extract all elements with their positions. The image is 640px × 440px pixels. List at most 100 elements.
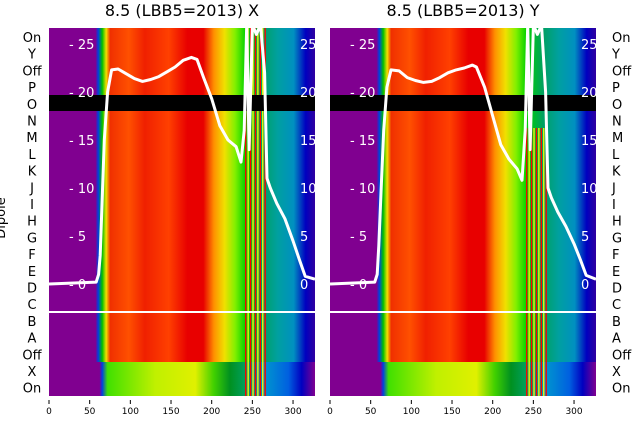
row-label: M — [26, 131, 37, 146]
row-label: Y — [611, 48, 620, 63]
xtick-label: 300 — [284, 407, 301, 417]
row-label: Y — [27, 48, 36, 63]
stripe-mark — [259, 28, 261, 396]
stripe-mark — [254, 28, 257, 396]
row-label: H — [27, 215, 37, 230]
xtick-label: 250 — [525, 407, 542, 417]
inner-ytick-label-right: 25 — [300, 38, 317, 53]
stripe-mark — [540, 128, 542, 396]
row-label: E — [28, 265, 36, 280]
xtick-label: 300 — [565, 407, 582, 417]
xtick-label: 150 — [162, 407, 179, 417]
row-label: H — [612, 215, 622, 230]
row-label: Off — [22, 348, 42, 363]
separator-line — [49, 311, 315, 313]
row-label: I — [30, 198, 34, 213]
xtick-label: 0 — [327, 407, 333, 417]
stripe-mark — [526, 128, 528, 396]
row-label: O — [27, 98, 37, 113]
xtick-label: 100 — [403, 407, 420, 417]
row-label: L — [28, 148, 36, 163]
inner-ytick-label: - 20 — [69, 86, 94, 101]
inner-ytick-label: - 5 — [350, 230, 367, 245]
row-label: D — [27, 282, 37, 297]
xtick-label: 200 — [203, 407, 220, 417]
xtick-label: 50 — [84, 407, 96, 417]
row-label: X — [612, 365, 621, 380]
row-label: A — [28, 332, 37, 347]
stripe-mark — [530, 128, 533, 396]
panel-title: 8.5 (LBB5=2013) Y — [386, 1, 539, 20]
row-label: K — [28, 165, 37, 180]
stripe-mark — [245, 28, 247, 396]
row-label: Off — [22, 64, 42, 79]
row-label: C — [612, 298, 621, 313]
heatmap-upper — [49, 28, 315, 362]
inner-ytick-label: - 20 — [350, 86, 375, 101]
row-label: E — [612, 265, 620, 280]
row-label: F — [28, 248, 35, 263]
xtick-label: 150 — [443, 407, 460, 417]
inner-ytick-label: - 15 — [350, 134, 375, 149]
stripe-mark — [545, 128, 547, 396]
inner-ytick-label-right: 10 — [300, 182, 317, 197]
xtick-label: 0 — [46, 407, 52, 417]
stripe-mark — [262, 28, 264, 396]
stripe-mark — [264, 28, 266, 396]
stripe-mark — [543, 128, 545, 396]
row-label: G — [612, 231, 622, 246]
inner-ytick-label-right: 15 — [581, 134, 598, 149]
inner-ytick-label-right: 20 — [581, 86, 598, 101]
xtick-label: 50 — [365, 407, 377, 417]
heatmap-lower — [330, 362, 596, 396]
inner-ytick-label-right: 5 — [300, 230, 308, 245]
row-label: D — [612, 282, 622, 297]
row-label: K — [612, 165, 621, 180]
inner-ytick-label: - 15 — [69, 134, 94, 149]
inner-ytick-label: - 25 — [350, 38, 375, 53]
overlay-line — [49, 28, 315, 286]
xtick-label: 250 — [244, 407, 261, 417]
stripe-mark — [252, 28, 254, 396]
row-label: I — [612, 198, 616, 213]
ylabel: Dipole — [0, 197, 9, 238]
inner-ytick-label: - 10 — [69, 182, 94, 197]
inner-ytick-label-right: 0 — [581, 278, 589, 293]
row-label: F — [612, 248, 619, 263]
row-label: N — [27, 115, 37, 130]
row-label: G — [27, 231, 37, 246]
row-label: On — [612, 31, 630, 46]
panel-title: 8.5 (LBB5=2013) X — [105, 1, 259, 20]
xtick-label: 100 — [122, 407, 139, 417]
stripe-mark — [528, 128, 530, 396]
row-label: Off — [612, 348, 632, 363]
inner-ytick-label-right: 0 — [300, 278, 308, 293]
stripe-mark — [533, 128, 535, 396]
panel-x: - 25 25 - 20 20 - 15 15 - 10 10 - 5 5 - 0 0 8.5 (LBB… — [0, 1, 317, 417]
row-label: Off — [612, 64, 632, 79]
inner-ytick-label-right: 25 — [581, 38, 598, 53]
row-label: C — [27, 298, 36, 313]
row-label: M — [612, 131, 623, 146]
separator-line — [330, 311, 596, 313]
stripe-mark — [249, 28, 252, 396]
row-label: N — [612, 115, 622, 130]
row-label: O — [612, 98, 622, 113]
inner-ytick-label: - 0 — [350, 278, 367, 293]
row-label: B — [612, 315, 621, 330]
inner-ytick-label-right: 5 — [581, 230, 589, 245]
row-label: J — [611, 181, 616, 196]
row-label: L — [612, 148, 620, 163]
stripe-mark — [538, 128, 540, 396]
row-label: On — [612, 382, 630, 397]
row-label: A — [612, 332, 621, 347]
stripe-mark — [247, 28, 249, 396]
row-label: P — [612, 81, 620, 96]
row-label: X — [28, 365, 37, 380]
row-label: P — [28, 81, 36, 96]
stripe-mark — [535, 128, 538, 396]
stripe-mark — [257, 28, 259, 396]
overlay-line — [330, 28, 596, 286]
inner-ytick-label: - 10 — [350, 182, 375, 197]
